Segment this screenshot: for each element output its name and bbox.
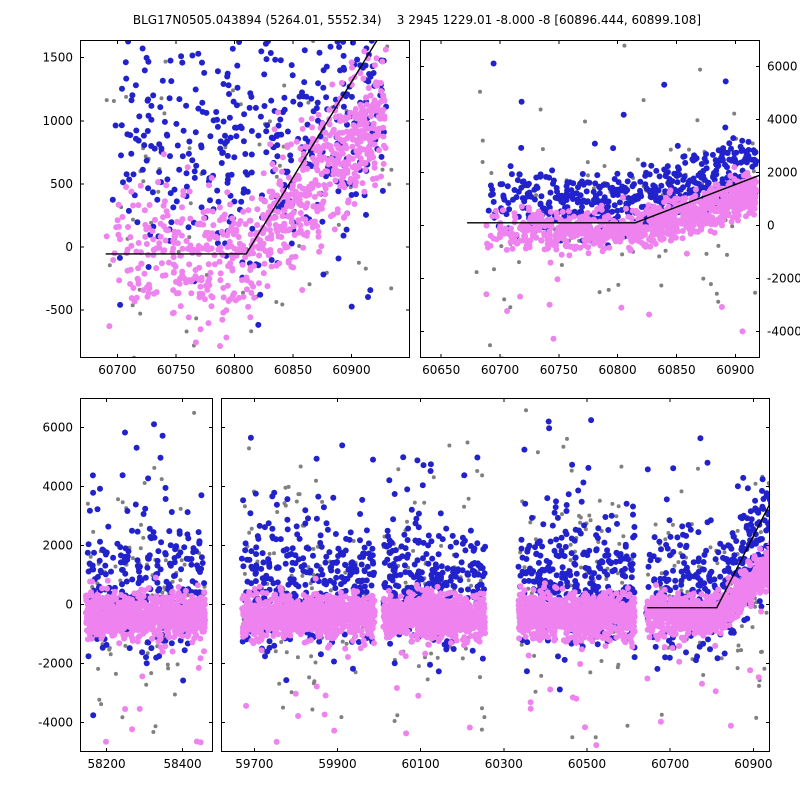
x-tick-label: 60300: [485, 757, 523, 771]
tick-labels: 58200 58400 -4000 -2000 0 2000 4000 6000: [38, 421, 202, 772]
x-tick-label: 60650: [422, 363, 460, 377]
y-tick-label: 4000: [767, 113, 798, 127]
chart-title: BLG17N0505.043894 (5264.01, 5552.34) 3 2…: [132, 13, 702, 27]
cloud-blue-points: [380, 454, 489, 675]
y-tick-label: -2000: [38, 657, 73, 671]
cloud-pink-points: [82, 574, 209, 746]
tick-labels: 59700 59900 60100 60300 60500 60700 60900: [235, 757, 772, 771]
cloud-pink-points: [643, 539, 770, 729]
x-tick-label: 60800: [599, 363, 637, 377]
tick-marks: [80, 40, 410, 358]
tick-labels: 60700 60750 60800 60850 60900 -500 0 500 1000 150…: [42, 51, 370, 377]
x-tick-label: 60700: [651, 757, 689, 771]
x-tick-label: 60850: [274, 363, 312, 377]
y-tick-label: -4000: [767, 325, 800, 339]
x-tick-label: 59900: [318, 757, 356, 771]
y-tick-label: 6000: [767, 60, 798, 74]
x-tick-label: 59700: [235, 757, 273, 771]
y-tick-label: -4000: [38, 716, 73, 730]
x-tick-label: 60700: [481, 363, 519, 377]
x-tick-label: 60900: [734, 757, 772, 771]
model-line: [467, 174, 760, 224]
y-tick-label: 500: [50, 177, 73, 191]
cloud-pink-points: [380, 581, 488, 737]
y-tick-label: 4000: [42, 480, 73, 494]
y-tick-label: 1500: [42, 51, 73, 65]
axes-border: [221, 398, 770, 752]
x-tick-label: 58200: [88, 757, 126, 771]
tick-marks: [221, 398, 770, 752]
y-tick-label: 0: [65, 598, 73, 612]
panel-bottom-right: [238, 408, 770, 749]
x-tick-label: 58400: [164, 757, 202, 771]
tick-marks: [80, 398, 213, 752]
x-tick-label: 60750: [157, 363, 195, 377]
x-tick-label: 60700: [98, 363, 136, 377]
tick-labels: 60650 60700 60750 60800 60850 60900 -4000 -2000…: [422, 60, 800, 378]
axes-border: [80, 398, 213, 752]
cloud-pink-points: [239, 575, 378, 745]
panel-top-right: [467, 43, 760, 358]
cloud-blue-points: [515, 417, 638, 693]
x-tick-label: 60900: [332, 363, 370, 377]
y-tick-label: -500: [46, 303, 73, 317]
axes-border: [420, 40, 760, 358]
x-tick-label: 60850: [657, 363, 695, 377]
panel-top-left: [103, 40, 394, 358]
model-line: [105, 40, 378, 255]
x-tick-label: 60800: [215, 363, 253, 377]
y-tick-label: 2000: [767, 166, 798, 180]
x-tick-label: 60900: [716, 363, 754, 377]
y-tick-label: 0: [65, 240, 73, 254]
y-tick-label: 0: [767, 219, 775, 233]
x-tick-label: 60500: [568, 757, 606, 771]
cloud-blue-points: [238, 434, 377, 684]
cloud-pink-points: [483, 164, 760, 342]
y-tick-label: 2000: [42, 539, 73, 553]
cloud-pink-points: [103, 46, 389, 349]
x-tick-label: 60750: [540, 363, 578, 377]
panel-bottom-left: [82, 410, 209, 746]
tick-marks: [420, 40, 760, 358]
cloud-pink-points: [515, 580, 638, 749]
cloud-blue-points: [84, 421, 208, 719]
y-tick-label: 6000: [42, 421, 73, 435]
y-tick-label: 1000: [42, 114, 73, 128]
model-line: [647, 503, 770, 609]
axes-border: [80, 40, 410, 358]
y-tick-label: -2000: [767, 272, 800, 286]
x-tick-label: 60100: [402, 757, 440, 771]
